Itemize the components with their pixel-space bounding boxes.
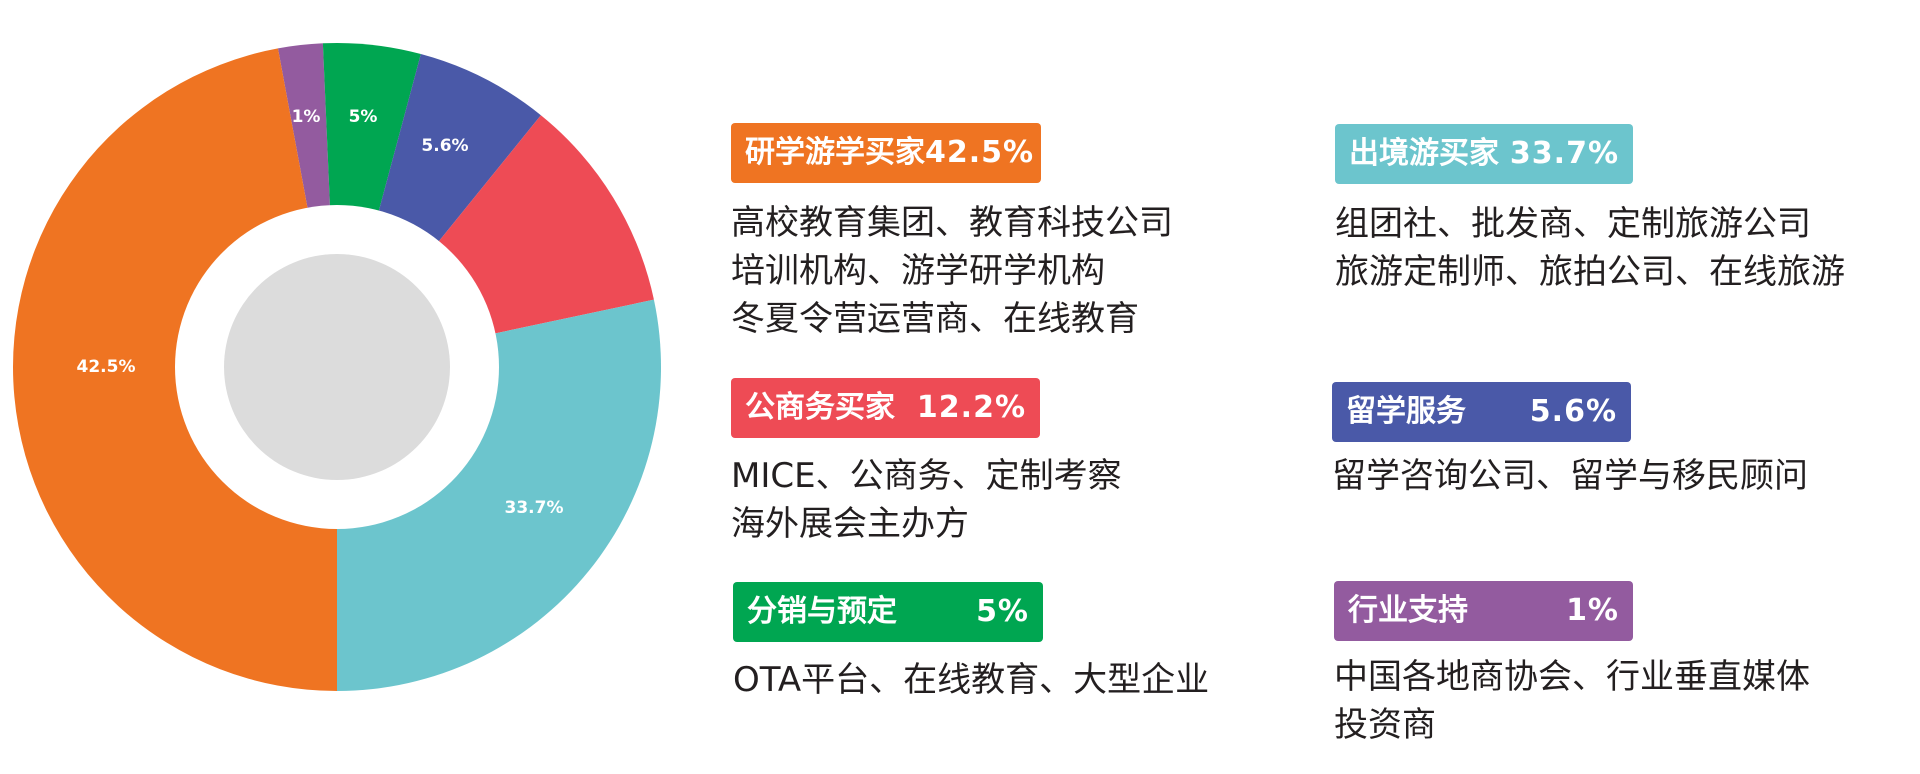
description-line: MICE、公商务、定制考察 xyxy=(731,456,1122,496)
badge-percent: 1% xyxy=(1566,593,1619,628)
description-line: 培训机构、游学研学机构 xyxy=(731,251,1105,291)
category-badge: 分销与预定 5% xyxy=(733,582,1043,642)
category-description: 高校教育集团、教育科技公司 培训机构、游学研学机构 冬夏令营运营商、在线教育 xyxy=(731,199,1173,343)
category-description: 留学咨询公司、留学与移民顾问 xyxy=(1332,452,1808,500)
badge-percent: 33.7% xyxy=(1509,136,1619,171)
description-line: OTA平台、在线教育、大型企业 xyxy=(733,660,1210,700)
badge-title: 出境游买家 xyxy=(1349,136,1499,171)
badge-percent: 42.5% xyxy=(925,135,1035,170)
donut-slice xyxy=(12,48,338,691)
slice-percent-label: 5% xyxy=(349,107,378,127)
description-line: 海外展会主办方 xyxy=(731,504,969,544)
slice-percent-label: 5.6% xyxy=(421,136,468,156)
category-description: MICE、公商务、定制考察 海外展会主办方 xyxy=(731,452,1122,548)
donut-chart: 1% 5% 5.6% 33.7% 42.5% xyxy=(12,43,661,691)
slice-percent-label: 33.7% xyxy=(505,498,564,518)
description-line: 组团社、批发商、定制旅游公司 xyxy=(1335,204,1811,244)
description-line: 高校教育集团、教育科技公司 xyxy=(731,203,1173,243)
category-badge: 行业支持 1% xyxy=(1334,581,1633,641)
badge-percent: 5% xyxy=(976,594,1029,629)
description-line: 旅游定制师、旅拍公司、在线旅游 xyxy=(1335,252,1845,292)
badge-title: 行业支持 xyxy=(1348,593,1468,628)
badge-title: 分销与预定 xyxy=(747,594,897,629)
slice-labels: 1% 5% 5.6% 33.7% 42.5% xyxy=(77,107,564,518)
badge-percent: 5.6% xyxy=(1529,394,1617,429)
badge-title: 公商务买家 xyxy=(745,390,895,425)
description-line: 留学咨询公司、留学与移民顾问 xyxy=(1332,456,1808,496)
badge-title: 研学游学买家 xyxy=(745,135,925,170)
category-badge: 出境游买家 33.7% xyxy=(1335,124,1633,184)
category-badge: 研学游学买家 42.5% xyxy=(731,123,1041,183)
description-line: 投资商 xyxy=(1334,705,1436,745)
slice-percent-label: 1% xyxy=(292,107,321,127)
category-badge: 公商务买家 12.2% xyxy=(731,378,1040,438)
category-description: 中国各地商协会、行业垂直媒体 投资商 xyxy=(1334,653,1810,749)
category-description: OTA平台、在线教育、大型企业 xyxy=(733,656,1209,704)
badge-percent: 12.2% xyxy=(916,390,1026,425)
category-description: 组团社、批发商、定制旅游公司 旅游定制师、旅拍公司、在线旅游 xyxy=(1335,200,1845,296)
badge-title: 留学服务 xyxy=(1346,394,1466,429)
description-line: 冬夏令营运营商、在线教育 xyxy=(731,299,1139,339)
slice-percent-label: 42.5% xyxy=(77,357,136,377)
donut-hub xyxy=(224,254,450,480)
category-badge: 留学服务 5.6% xyxy=(1332,382,1631,442)
description-line: 中国各地商协会、行业垂直媒体 xyxy=(1334,657,1810,697)
